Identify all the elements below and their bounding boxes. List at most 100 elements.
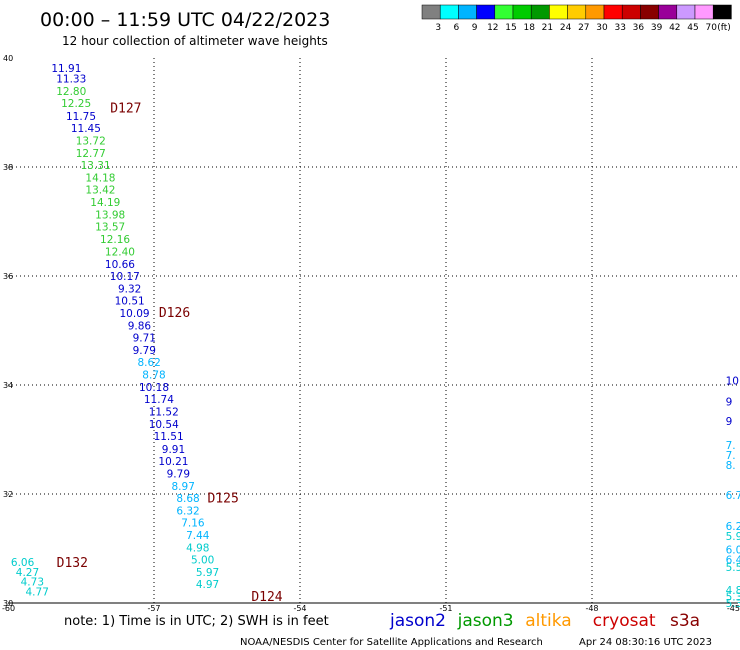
scale-swatch [530,4,550,20]
pass-label: D126 [159,306,190,321]
swh-point-edge: 4.8 [726,585,740,597]
swh-point: 12.77 [76,148,106,160]
swh-point: 13.31 [81,160,111,172]
swh-point-edge: 7. [726,440,736,452]
scale-label: 24 [560,23,572,33]
swh-point: 12.25 [61,98,91,110]
scale-swatch [421,4,441,20]
footer-timestamp: Apr 24 08:30:16 UTC 2023 [579,637,712,648]
satellite-s3a: s3a [670,611,700,631]
y-tick-label: 40 [3,54,13,63]
x-tick-label: -48 [585,604,598,613]
swh-point: 14.19 [90,197,120,209]
swh-point: 5.97 [196,567,219,579]
swh-point: 10.18 [139,382,169,394]
scale-swatch [439,4,459,20]
scale-swatch [567,4,587,20]
scale-label: 39 [651,23,663,33]
swh-point: 13.98 [95,209,125,221]
swh-point: 7.44 [186,530,210,542]
scale-swatch [603,4,623,20]
x-tick-label: -45 [727,604,740,613]
swh-point: 11.33 [56,74,86,86]
pass-labels: D127 D126 D125 D124 D132 [57,102,283,605]
swh-point: 8.62 [137,357,160,369]
scale-label: 9 [472,23,478,33]
plot-grid [8,58,738,604]
scale-swatch [585,4,605,20]
scale-label: 3 [435,23,441,33]
scale-label: 33 [614,23,625,33]
swh-point: 10.54 [149,419,179,431]
y-tick-label: 34 [3,381,13,390]
scale-swatch [640,4,659,20]
swh-point: 10.51 [115,296,145,308]
x-tick-label: -57 [147,604,160,613]
x-tick-label: -54 [293,604,306,613]
scale-swatch [694,4,714,20]
scale-swatch [494,4,514,20]
swh-point: 10.17 [110,271,140,283]
swh-point-edge: 9 [726,396,733,408]
swh-point: 4.98 [186,542,209,554]
swh-point: 9.71 [133,333,156,345]
axis-ticks: -60 -57 -54 -51 -48 -45 30 32 34 36 38 40 [2,54,740,613]
swh-point-edge: 6.7 [726,490,740,502]
satellite-jason3: jason3 [457,611,514,631]
swh-point: 9.91 [162,444,185,456]
swh-point: 14.18 [85,172,115,184]
scale-swatch [712,4,732,20]
swh-point: 6.32 [176,505,199,517]
swh-point: 11.75 [66,111,96,123]
swh-point: 11.74 [144,394,174,406]
scale-label: 12 [487,23,498,33]
y-tick-label: 36 [3,272,13,281]
swh-point: 9.86 [128,321,152,333]
swh-point: 10.66 [105,259,135,271]
swh-point: 13.57 [95,221,125,233]
scale-swatch [621,4,641,20]
pass-label: D132 [57,556,88,571]
swh-point-edge: 7. [726,450,736,462]
swh-point-edge: 8. [726,460,736,472]
swh-point: 6.06 [11,557,35,569]
scale-swatch [676,4,696,20]
swh-point-edge: 6.0 [726,545,740,557]
swh-point: 11.51 [154,431,184,443]
swh-point: 9.32 [118,284,141,296]
swh-point-edge: 5.3 [726,591,740,603]
scale-label: 70 [705,23,717,33]
scale-label: 6 [454,23,460,33]
chart-subtitle: 12 hour collection of altimeter wave hei… [62,34,328,48]
color-scale-legend: 3 6 9 12 15 18 21 24 27 30 33 36 39 42 45 70 (ft) [421,4,732,33]
x-tick-label: -60 [2,604,15,613]
swh-point: 8.97 [172,481,195,493]
swh-point-edge: 5.3 [726,598,740,610]
swh-point: 7.16 [181,517,205,529]
chart-title: 00:00 – 11:59 UTC 04/22/2023 [40,9,330,31]
swh-point-edge: 9 [726,416,733,428]
y-tick-label: 30 [3,599,13,608]
scale-label: 36 [633,23,645,33]
scale-label: (ft) [717,23,731,33]
scale-swatch [458,4,477,20]
footer-credit: NOAA/NESDIS Center for Satellite Applica… [240,637,543,648]
swh-point: 11.45 [71,123,101,135]
footer-note: note: 1) Time is in UTC; 2) SWH is in fe… [64,614,329,629]
swh-point: 8.68 [176,493,199,505]
swh-point: 12.80 [56,86,86,98]
swh-point-edge: 6.4 [726,554,740,566]
scale-label: 21 [542,23,553,33]
swh-point-edge: 5.5 [726,562,740,574]
scale-label: 18 [523,23,535,33]
scale-swatch [512,4,532,20]
scale-label: 30 [596,23,608,33]
scale-label: 45 [687,23,698,33]
wave-height-points: 11.9111.3312.8012.2511.7511.4513.7212.77… [11,63,740,610]
swh-point: 10.21 [158,456,188,468]
swh-point: 4.73 [21,577,44,589]
pass-label: D127 [110,102,141,117]
y-tick-label: 38 [3,163,13,172]
swh-point-edge: 10 [726,376,739,388]
